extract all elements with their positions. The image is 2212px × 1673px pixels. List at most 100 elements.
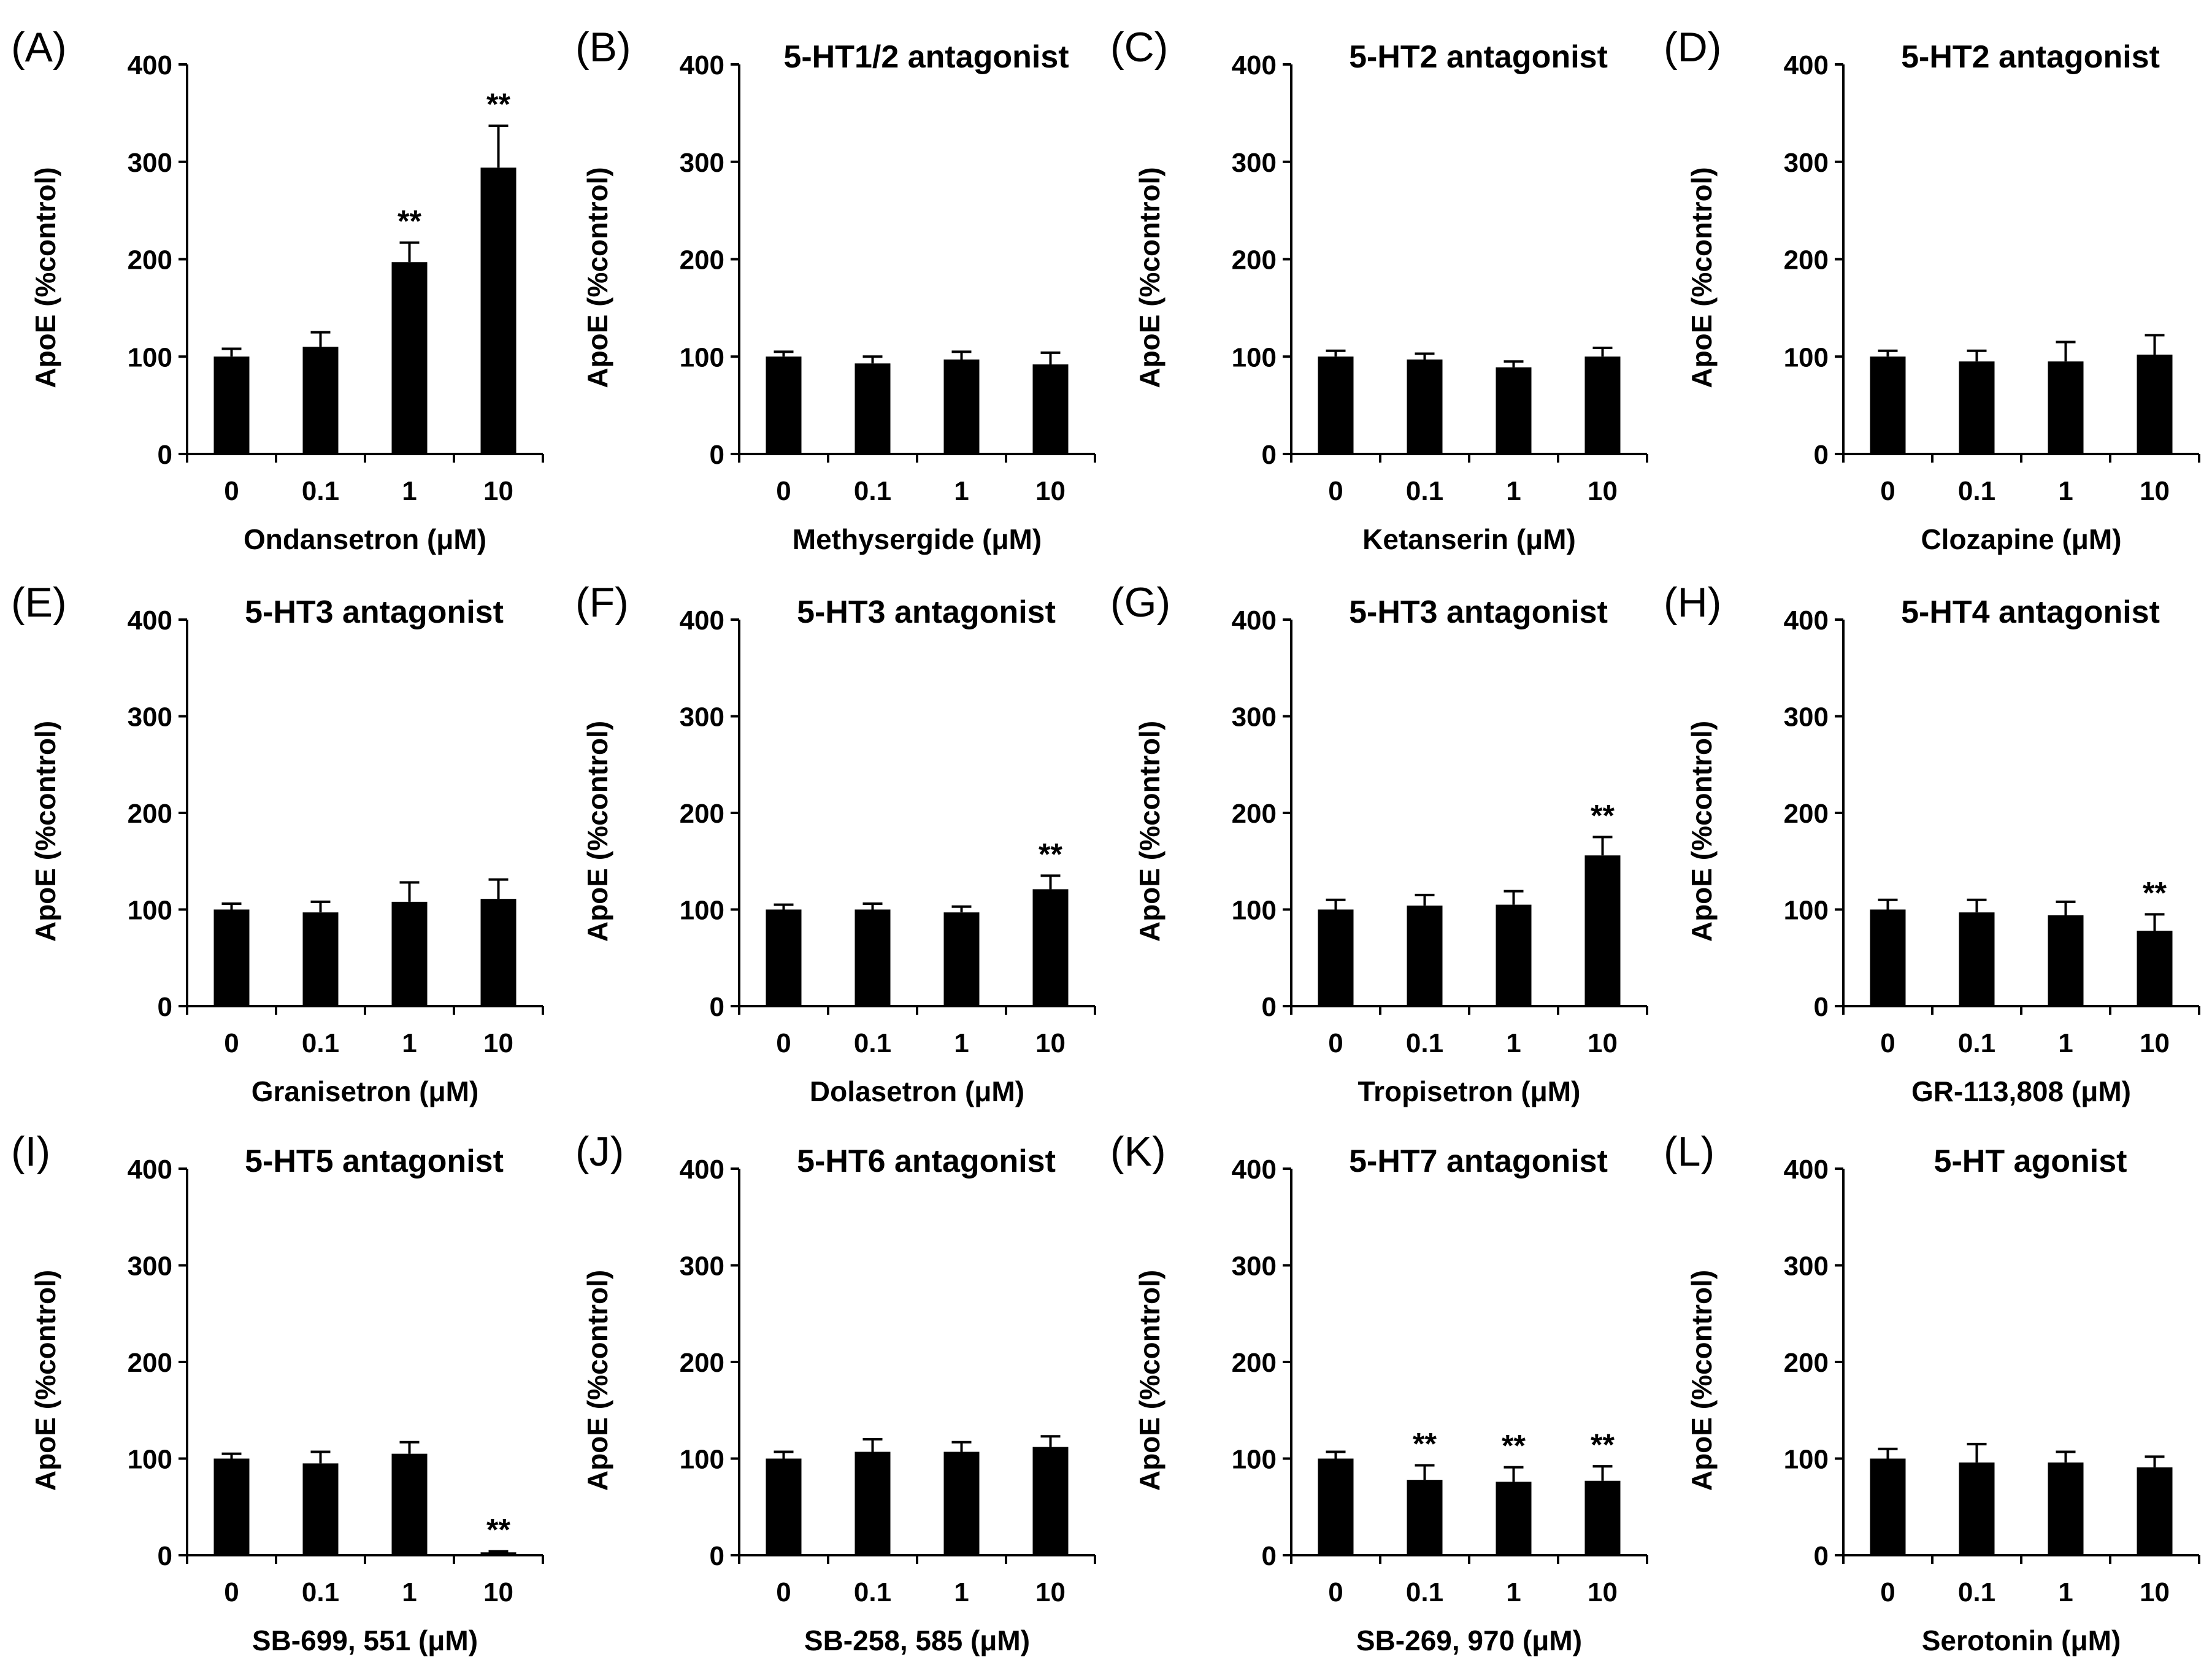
y-tick-label: 100 <box>680 342 724 372</box>
y-tick-label: 0 <box>710 992 724 1022</box>
x-tick-label: 10 <box>483 1028 513 1058</box>
x-tick-label: 0.1 <box>302 1028 339 1058</box>
y-tick-label: 0 <box>158 992 172 1022</box>
x-tick-label: 1 <box>2058 476 2073 506</box>
x-tick-label: 0 <box>776 1577 791 1607</box>
panel-letter: (E) <box>11 579 67 626</box>
panel-title: 5-HT agonist <box>1934 1144 2127 1179</box>
y-tick-label: 200 <box>1232 245 1277 275</box>
panel-letter: (H) <box>1664 579 1721 626</box>
panel-title: 5-HT1/2 antagonist <box>783 39 1069 75</box>
x-tick-label: 0 <box>224 1577 239 1607</box>
panel-title: 5-HT2 antagonist <box>1349 39 1608 75</box>
x-tick-label: 10 <box>1588 1028 1618 1058</box>
x-tick-label: 10 <box>2140 1577 2170 1607</box>
x-tick-label: 0 <box>224 476 239 506</box>
bar <box>213 1458 250 1555</box>
y-tick-label: 0 <box>1814 1541 1829 1571</box>
panel-letter: (G) <box>1110 579 1170 626</box>
y-tick-label: 300 <box>1784 148 1829 178</box>
y-axis-label: ApoE (%control) <box>1134 1270 1166 1491</box>
y-tick-label: 400 <box>1232 1155 1277 1185</box>
bar <box>2048 1462 2084 1555</box>
bar <box>2048 915 2084 1006</box>
y-tick-label: 100 <box>128 896 172 926</box>
x-tick-label: 10 <box>1588 1577 1618 1607</box>
bar <box>480 167 517 454</box>
bar <box>1318 909 1354 1006</box>
y-tick-label: 100 <box>128 1445 172 1475</box>
y-tick-label: 200 <box>128 245 172 275</box>
y-tick-label: 200 <box>680 799 724 829</box>
x-tick-label: 0.1 <box>854 476 891 506</box>
significance-marker: ** <box>1502 1429 1526 1463</box>
significance-marker: ** <box>2143 875 2167 910</box>
y-tick-label: 0 <box>1262 440 1277 470</box>
bar <box>2137 1467 2173 1555</box>
y-axis-label: ApoE (%control) <box>582 1270 613 1491</box>
y-tick-label: 400 <box>1784 50 1829 80</box>
panel-letter: (B) <box>575 24 631 71</box>
bar <box>391 1453 428 1555</box>
x-tick-label: 0 <box>776 476 791 506</box>
bar <box>2137 355 2173 454</box>
y-tick-label: 100 <box>680 896 724 926</box>
x-tick-label: 1 <box>402 476 417 506</box>
bar <box>943 1452 980 1555</box>
bar <box>302 912 339 1006</box>
panel-title: 5-HT2 antagonist <box>1901 39 2160 75</box>
y-tick-label: 400 <box>680 606 724 636</box>
x-tick-label: 0.1 <box>1406 1028 1443 1058</box>
y-tick-label: 300 <box>1232 148 1277 178</box>
significance-marker: ** <box>486 87 510 121</box>
x-axis-label: Serotonin (μM) <box>1922 1625 2121 1656</box>
bar <box>943 360 980 454</box>
x-tick-label: 10 <box>2140 1028 2170 1058</box>
bar <box>1584 356 1621 454</box>
x-tick-label: 1 <box>954 476 969 506</box>
bar <box>391 262 428 454</box>
bar <box>1407 906 1443 1006</box>
y-axis-label: ApoE (%control) <box>29 721 61 942</box>
bar <box>766 1458 802 1555</box>
panel-letter: (L) <box>1664 1128 1715 1175</box>
bar <box>943 912 980 1006</box>
x-tick-label: 10 <box>1035 1028 1066 1058</box>
bar <box>1496 1482 1532 1555</box>
y-axis-label: ApoE (%control) <box>582 721 613 942</box>
panel-letter: (D) <box>1664 24 1721 71</box>
bar <box>1870 1458 1906 1555</box>
y-tick-label: 100 <box>1784 342 1829 372</box>
x-tick-label: 0.1 <box>1958 1577 1995 1607</box>
x-tick-label: 10 <box>1035 1577 1066 1607</box>
bar <box>302 347 339 454</box>
bar <box>1318 356 1354 454</box>
x-tick-label: 0 <box>1328 1577 1343 1607</box>
x-tick-label: 1 <box>954 1577 969 1607</box>
panel-title: 5-HT3 antagonist <box>1349 594 1608 630</box>
y-tick-label: 400 <box>1232 606 1277 636</box>
chart-panel: (A) 0 100 200 300 400 ApoE (%control) 0 0.1 ** 1 **… <box>11 24 544 555</box>
bar <box>766 909 802 1006</box>
y-tick-label: 200 <box>1784 1348 1829 1378</box>
bar <box>1496 904 1532 1006</box>
panel-title: 5-HT7 antagonist <box>1349 1144 1608 1179</box>
bar <box>1870 356 1906 454</box>
x-tick-label: 10 <box>1035 476 1066 506</box>
x-tick-label: 0.1 <box>1406 1577 1443 1607</box>
x-tick-label: 1 <box>1506 1577 1521 1607</box>
y-tick-label: 200 <box>680 1348 724 1378</box>
significance-marker: ** <box>1039 837 1062 871</box>
x-tick-label: 0 <box>224 1028 239 1058</box>
y-tick-label: 400 <box>128 606 172 636</box>
bar <box>1959 912 1995 1006</box>
x-axis-label: SB-269, 970 (μM) <box>1356 1625 1582 1656</box>
x-tick-label: 1 <box>954 1028 969 1058</box>
y-tick-label: 300 <box>128 702 172 733</box>
y-tick-label: 300 <box>128 1252 172 1282</box>
x-tick-label: 10 <box>1588 476 1618 506</box>
x-tick-label: 0.1 <box>854 1577 891 1607</box>
